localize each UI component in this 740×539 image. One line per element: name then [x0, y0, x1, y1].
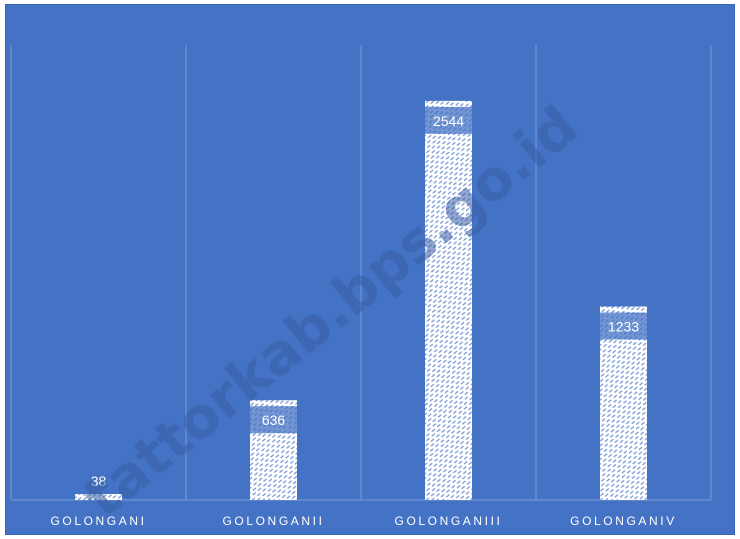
data-labels: 38 636 2544 1233 — [91, 106, 647, 489]
category-label-4: GOLONGANIV — [570, 514, 677, 528]
category-separators — [10, 45, 712, 501]
data-label-1: 38 — [91, 473, 107, 489]
data-label-2: 636 — [262, 412, 286, 428]
category-labels: GOLONGANI GOLONGANII GOLONGANIII GOLONGANIV — [50, 514, 677, 528]
bar-1 — [75, 494, 122, 500]
category-label-1: GOLONGANI — [50, 514, 146, 528]
data-label-4: 1233 — [608, 319, 639, 335]
category-label-3: GOLONGANIII — [395, 514, 503, 528]
bar-3 — [425, 100, 472, 501]
category-label-2: GOLONGANII — [222, 514, 324, 528]
data-label-background — [250, 406, 297, 434]
watermark: tattorkab.bps.go.id — [72, 94, 590, 531]
data-label-background — [425, 106, 472, 134]
data-label-background — [600, 312, 647, 340]
chart-frame: 38 636 2544 1233 GOLONGANI GOLONGANII GOLONGA… — [5, 4, 735, 535]
data-label-3: 2544 — [433, 113, 464, 129]
